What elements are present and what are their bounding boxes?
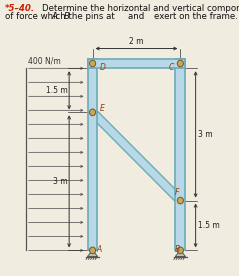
FancyBboxPatch shape [175, 59, 185, 250]
Text: Determine the horizontal and vertical components: Determine the horizontal and vertical co… [42, 4, 239, 13]
Circle shape [177, 197, 184, 204]
Text: 3 m: 3 m [198, 130, 213, 139]
Text: F: F [174, 188, 179, 197]
Text: *5–40.: *5–40. [5, 4, 35, 13]
Circle shape [90, 247, 96, 254]
Circle shape [90, 109, 96, 116]
Text: of force which the pins at       and     exert on the frame.: of force which the pins at and exert on … [5, 12, 238, 21]
Circle shape [177, 247, 184, 254]
Text: 2 m: 2 m [129, 37, 144, 46]
Text: B: B [63, 12, 69, 21]
Text: A: A [96, 245, 102, 254]
FancyBboxPatch shape [88, 59, 98, 250]
Polygon shape [90, 109, 183, 204]
Polygon shape [87, 250, 98, 256]
Polygon shape [175, 250, 185, 256]
Circle shape [90, 60, 96, 67]
Circle shape [177, 60, 184, 67]
Text: A: A [51, 12, 57, 21]
Text: 400 N/m: 400 N/m [28, 57, 61, 66]
FancyBboxPatch shape [88, 59, 185, 68]
Text: C: C [168, 63, 174, 71]
Text: E: E [99, 104, 104, 113]
Text: 3 m: 3 m [53, 177, 67, 186]
Text: B: B [174, 245, 179, 254]
Text: D: D [99, 63, 105, 71]
Text: 1.5 m: 1.5 m [45, 86, 67, 95]
Text: 1.5 m: 1.5 m [198, 221, 220, 230]
